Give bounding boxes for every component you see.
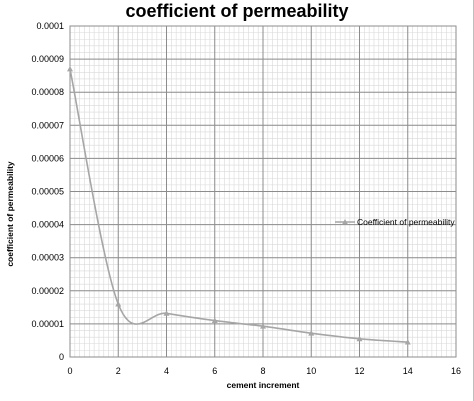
data-point-marker (356, 335, 363, 342)
data-point-marker (211, 317, 218, 323)
x-tick-label: 16 (451, 366, 461, 376)
x-tick-label: 6 (212, 366, 217, 376)
data-point-marker (308, 330, 315, 336)
x-tick-label: 4 (164, 366, 169, 376)
data-point-marker (115, 301, 122, 307)
x-tick-label: 14 (403, 366, 413, 376)
y-tick-label: 0.00006 (31, 153, 64, 163)
y-tick-label: 0.00003 (31, 253, 64, 263)
plot-border (69, 25, 457, 358)
y-tick-label: 0.0001 (36, 21, 64, 31)
legend: Coefficient of permeability (335, 217, 455, 227)
y-tick-label: 0 (59, 352, 64, 362)
y-tick-labels: 0 0.00001 0.00002 0.00003 0.00004 0.00005 0.00… (31, 21, 64, 362)
y-tick-label: 0.00007 (31, 120, 64, 130)
x-tick-label: 8 (260, 366, 265, 376)
data-point-marker (67, 66, 73, 72)
x-tick-label: 2 (116, 366, 121, 376)
y-tick-label: 0.00001 (31, 319, 64, 329)
axes (69, 25, 457, 358)
data-point-marker (404, 339, 411, 345)
y-tick-label: 0.00002 (31, 286, 64, 296)
data-point-marker (260, 323, 266, 329)
chart-title: coefficient of permeability (125, 1, 349, 21)
y-tick-label: 0.00008 (31, 87, 64, 97)
legend-marker (342, 219, 348, 225)
x-axis-label: cement increment (226, 380, 300, 390)
x-tick-label: 12 (354, 366, 364, 376)
x-tick-label: 0 (67, 366, 72, 376)
y-tick-label: 0.00005 (31, 187, 64, 197)
y-tick-label: 0.00004 (31, 220, 64, 230)
data-point-marker (163, 310, 170, 316)
series-layer (67, 66, 411, 345)
x-tick-labels: 0 2 4 6 8 10 12 14 16 (67, 366, 461, 376)
legend-label: Coefficient of permeability (357, 217, 455, 227)
x-tick-label: 10 (306, 366, 316, 376)
y-tick-label: 0.00009 (31, 54, 64, 64)
